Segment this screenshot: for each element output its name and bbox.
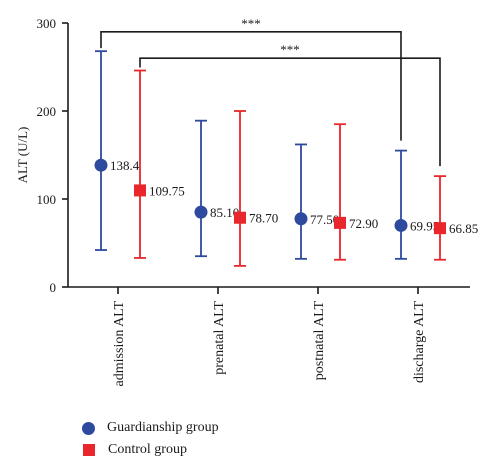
legend-square-marker: [83, 444, 95, 456]
x-tick-label: discharge ALT: [412, 301, 427, 383]
legend: Guardianship group Control group: [82, 417, 219, 461]
significance-bracket: [139, 57, 441, 167]
axes: 0 100 200 300 ALT (U/L) admission ALT prenatal…: [15, 16, 470, 386]
significance-bracket: [100, 30, 402, 141]
significance-brackets: *** ***: [100, 16, 441, 167]
data-label: 85.10: [210, 205, 239, 220]
data-point-circle: [394, 218, 408, 232]
data-label: 66.85: [449, 221, 478, 236]
y-axis-title: ALT (U/L): [15, 127, 30, 184]
significance-stars: ***: [241, 16, 261, 31]
data-point-circle: [94, 158, 108, 172]
y-tick-label: 200: [37, 104, 57, 119]
legend-label: Control group: [108, 442, 187, 457]
data-point-square: [234, 211, 246, 224]
data-point-square: [134, 184, 146, 197]
data-point-square: [434, 222, 446, 235]
y-tick-label: 300: [37, 16, 57, 31]
data-label: 109.75: [149, 183, 185, 198]
data-label: 78.70: [249, 211, 278, 226]
y-tick-label: 0: [50, 280, 57, 295]
legend-label: Guardianship group: [107, 420, 219, 435]
chart-marks: 138.4 85.10 77.50 69.95 109.75 78.70 72.90 66.8…: [94, 50, 478, 267]
chart-svg: 0 100 200 300 ALT (U/L) admission ALT prenatal…: [15, 16, 478, 387]
data-label: 77.50: [310, 212, 339, 227]
x-tick-label: postnatal ALT: [312, 301, 327, 381]
data-point-circle: [194, 205, 208, 219]
data-label: 138.4: [110, 158, 140, 173]
legend-item-control: Control group: [82, 439, 219, 461]
legend-circle-marker: [82, 421, 95, 435]
legend-item-guardianship: Guardianship group: [82, 417, 219, 439]
data-point-square: [334, 216, 346, 229]
data-label: 69.95: [410, 218, 439, 233]
x-tick-label: admission ALT: [112, 301, 127, 387]
x-tick-label: prenatal ALT: [212, 301, 227, 375]
y-tick-label: 100: [37, 192, 57, 207]
data-label: 72.90: [349, 216, 378, 231]
significance-stars: ***: [280, 42, 300, 57]
data-point-circle: [294, 212, 308, 226]
